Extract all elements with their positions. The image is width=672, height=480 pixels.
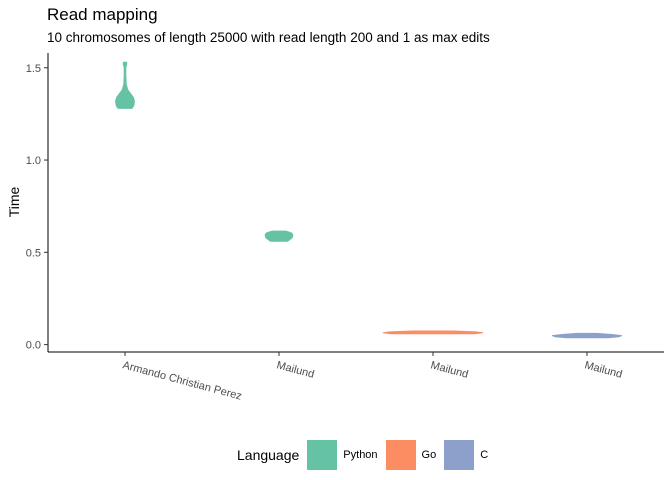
- y-tick-label: 1.5: [26, 63, 41, 75]
- legend-swatch-go: [385, 440, 416, 470]
- chart-subtitle: 10 chromosomes of length 25000 with read…: [47, 30, 490, 45]
- x-tick-label: Armando Christian Perez: [121, 359, 243, 402]
- legend-label-python: Python: [343, 449, 378, 461]
- x-tick-label: Mailund: [583, 359, 623, 381]
- y-tick-label: 0.0: [26, 340, 41, 352]
- violin-python-1: [264, 230, 294, 242]
- violins-layer: [115, 61, 623, 339]
- legend-item-go: Go: [385, 440, 437, 470]
- legend-label-c: C: [480, 449, 489, 461]
- legend-title: Language: [237, 447, 300, 463]
- violin-go-2: [382, 330, 484, 335]
- legend-item-python: Python: [307, 440, 378, 470]
- x-tick-label: Mailund: [275, 359, 315, 381]
- violin-python-0: [115, 61, 135, 109]
- y-axis-title: Time: [6, 186, 22, 217]
- y-tick-label: 1.0: [26, 155, 41, 167]
- legend-swatch-python: [307, 440, 338, 470]
- violin-c-3: [551, 332, 623, 339]
- legend-item-c: C: [444, 440, 488, 470]
- violin-plot: 0.0 0.5 1.0 1.5 Armando Christian Perez Mailu…: [6, 53, 664, 403]
- x-tick-label: Mailund: [429, 359, 469, 381]
- legend-label-go: Go: [421, 449, 437, 461]
- legend-swatch-c: [444, 440, 475, 470]
- legend: Language Python Go C: [237, 440, 496, 470]
- y-tick-label: 0.5: [26, 247, 41, 259]
- chart-title: Read mapping: [47, 5, 158, 24]
